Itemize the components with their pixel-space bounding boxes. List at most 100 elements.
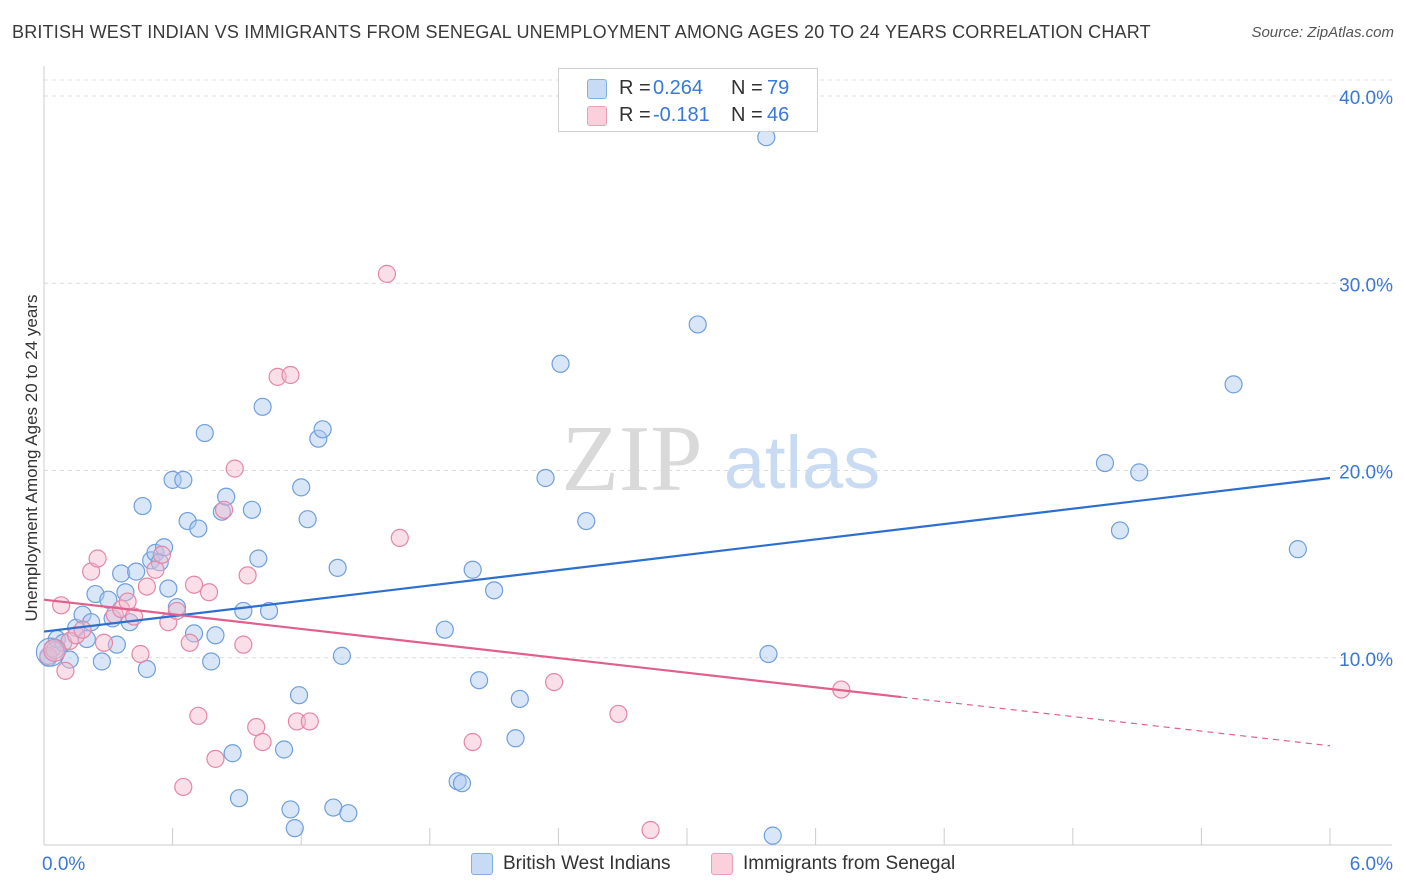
point-british-west-indians [253, 397, 272, 416]
source-label: Source: ZipAtlas.com [1251, 24, 1394, 41]
point-senegal [189, 706, 208, 725]
y-tick-label: 40.0% [1339, 88, 1393, 109]
point-senegal [545, 672, 564, 692]
point-british-west-indians [435, 620, 454, 639]
point-british-west-indians [328, 558, 347, 577]
point-british-west-indians [133, 496, 152, 516]
bottom-legend-swatch-blue [471, 853, 493, 875]
watermark-atlas: atlas [724, 421, 880, 504]
point-british-west-indians [506, 729, 525, 748]
stats-legend: R = 0.264 N = 79 R = -0.181 N = 46 [558, 68, 818, 132]
x-tick-label: 0.0% [42, 854, 85, 875]
trend-line-senegal-extension [901, 696, 1331, 747]
x-tick-label: 6.0% [1350, 854, 1393, 875]
point-senegal [238, 566, 257, 585]
point-british-west-indians [217, 487, 236, 506]
point-british-west-indians [309, 429, 328, 448]
point-senegal [247, 717, 266, 737]
point-british-west-indians [99, 590, 118, 609]
trend-lines [43, 476, 1331, 747]
legend-row-senegal: R = -0.181 N = 46 [559, 102, 817, 128]
watermark-zip: ZIP [562, 407, 703, 511]
point-british-west-indians [469, 671, 489, 690]
point-senegal [463, 732, 482, 752]
point-senegal [45, 641, 64, 660]
point-senegal [377, 264, 397, 283]
point-british-west-indians [1288, 540, 1307, 559]
point-british-west-indians [1110, 521, 1130, 540]
point-senegal [609, 704, 628, 724]
point-british-west-indians [688, 315, 707, 334]
point-senegal [253, 732, 272, 752]
point-senegal [131, 644, 150, 664]
point-british-west-indians [229, 789, 249, 808]
legend-row-british-west-indians: R = 0.264 N = 79 [559, 75, 817, 101]
point-british-west-indians [195, 423, 214, 443]
point-british-west-indians [298, 510, 317, 529]
point-senegal [73, 620, 92, 639]
legend-r-value: -0.181 [653, 104, 710, 126]
point-senegal [641, 820, 660, 840]
legend-r-value: 0.264 [653, 77, 704, 99]
point-senegal [287, 712, 307, 731]
point-british-west-indians [189, 519, 208, 538]
point-british-west-indians [452, 774, 472, 793]
chart-title: BRITISH WEST INDIAN VS IMMIGRANTS FROM S… [12, 22, 1151, 42]
point-british-west-indians [339, 804, 358, 823]
point-senegal [56, 661, 75, 680]
point-british-west-indians [536, 468, 555, 488]
point-senegal [206, 749, 225, 768]
point-british-west-indians [759, 644, 778, 664]
trend-line-british-west-indians [43, 476, 1331, 633]
point-british-west-indians [174, 470, 193, 489]
point-british-west-indians [1095, 453, 1115, 473]
legend-swatch-blue [587, 79, 607, 99]
point-senegal [300, 712, 319, 731]
point-senegal [94, 633, 114, 652]
point-british-west-indians [35, 637, 66, 667]
axes [43, 66, 1392, 846]
point-senegal [146, 560, 165, 579]
point-british-west-indians [159, 579, 178, 598]
point-british-west-indians [154, 538, 174, 557]
legend-swatch-pink [587, 106, 607, 126]
legend-n-label: N = [731, 77, 763, 99]
legend-r-label: R = [619, 104, 651, 126]
point-senegal [43, 638, 67, 662]
point-british-west-indians [259, 601, 279, 621]
point-british-west-indians [281, 800, 300, 819]
y-tick-label: 20.0% [1339, 463, 1393, 484]
tick-labels: 10.0% 20.0% 30.0% 40.0% 0.0% 6.0% [42, 88, 1393, 875]
point-british-west-indians [206, 626, 225, 645]
bottom-legend-label: British West Indians [503, 853, 671, 874]
point-british-west-indians [763, 826, 782, 845]
point-british-west-indians [510, 689, 529, 709]
point-british-west-indians [127, 562, 146, 581]
point-british-west-indians [485, 581, 504, 600]
watermark: ZIP atlas [562, 407, 881, 511]
point-senegal [174, 777, 193, 797]
legend-n-label: N = [731, 104, 763, 126]
point-british-west-indians [551, 354, 570, 373]
point-british-west-indians [242, 500, 262, 519]
trend-line-senegal [43, 598, 902, 699]
point-british-west-indians [463, 560, 482, 579]
point-senegal [184, 575, 204, 594]
point-british-west-indians [178, 511, 197, 531]
legend-n-value: 79 [767, 77, 790, 99]
point-british-west-indians [163, 470, 182, 489]
point-british-west-indians [234, 601, 253, 621]
point-british-west-indians [274, 740, 294, 759]
point-senegal [390, 528, 409, 548]
point-senegal [199, 583, 219, 602]
point-british-west-indians [202, 652, 221, 671]
point-british-west-indians [332, 646, 352, 665]
point-senegal [214, 500, 234, 519]
point-senegal [52, 596, 71, 615]
bottom-legend-label: Immigrants from Senegal [743, 853, 956, 874]
point-senegal [180, 633, 199, 652]
point-british-west-indians [285, 819, 304, 838]
legend-r-label: R = [619, 77, 651, 99]
point-british-west-indians [289, 686, 309, 705]
